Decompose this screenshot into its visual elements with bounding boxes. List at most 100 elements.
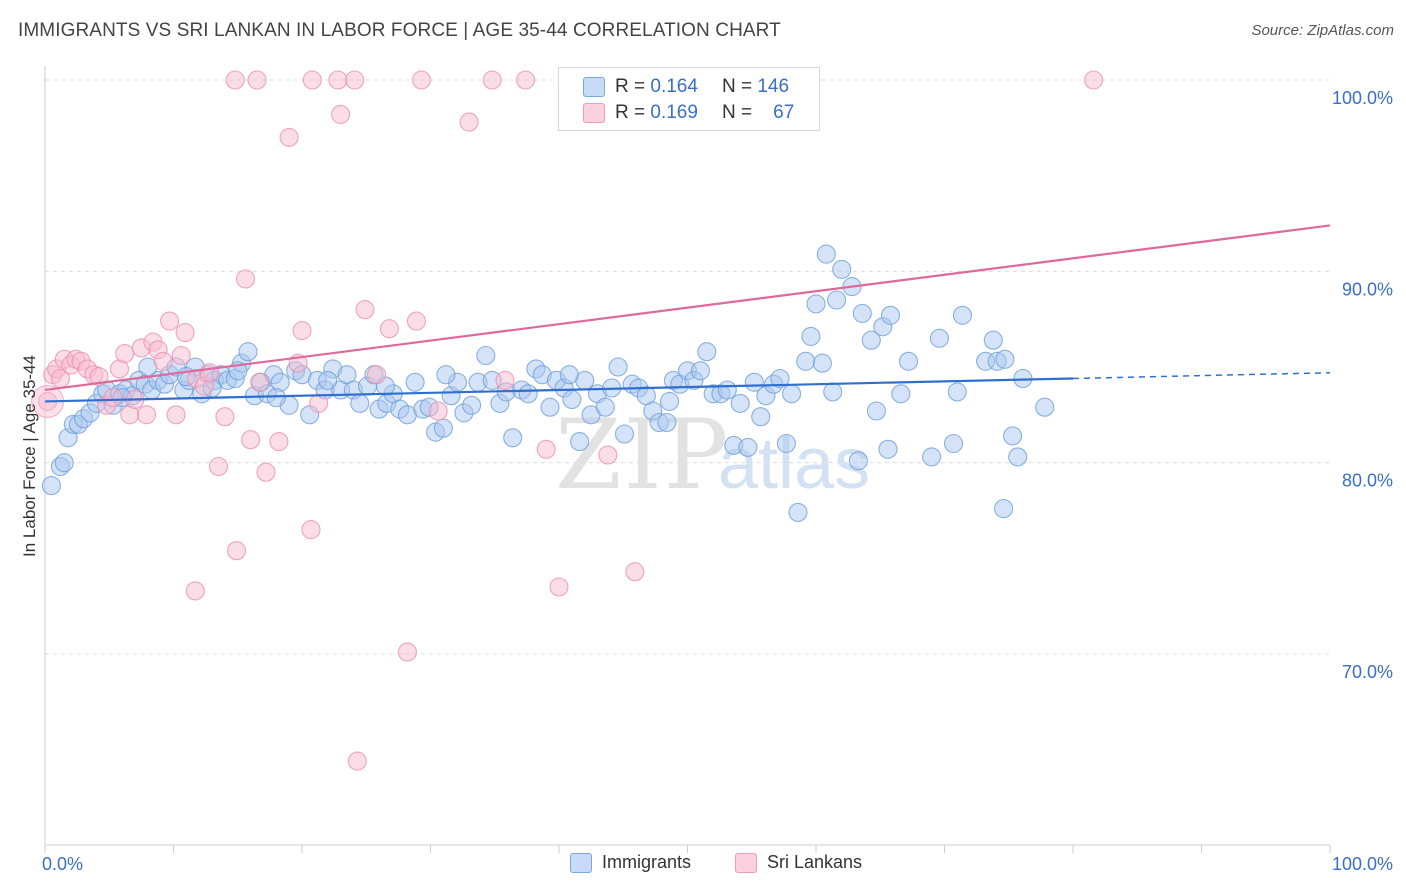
immigrants-point <box>350 393 370 413</box>
srilankans-point <box>459 112 479 132</box>
srilankans-point <box>347 751 367 771</box>
immigrants-swatch <box>583 77 605 97</box>
legend-row-immigrants: R = 0.164 N = 146 <box>583 75 789 99</box>
watermark: ZIP atlas <box>555 399 870 511</box>
chart-title: IMMIGRANTS VS SRI LANKAN IN LABOR FORCE … <box>18 20 781 41</box>
immigrants-point <box>659 391 680 411</box>
immigrants-point <box>266 388 286 408</box>
trend-lines <box>44 224 1331 403</box>
srilankans-point <box>292 321 312 341</box>
immigrants-point <box>952 305 973 325</box>
srilankans-point <box>166 405 186 425</box>
immigrants-point <box>922 447 942 467</box>
y-tick-label: 90.0% <box>1342 279 1393 299</box>
srilankans-point <box>345 70 365 90</box>
srilankans-point <box>309 393 329 413</box>
correlation-legend: R = 0.164 N = 146 R = 0.169 N = 67 <box>558 67 820 131</box>
srilankans-point <box>406 311 426 331</box>
srilankans-point <box>269 432 289 452</box>
immigrants-point <box>570 432 590 452</box>
immigrants-point <box>697 342 717 362</box>
srilankans-point <box>235 269 256 289</box>
immigrants-point <box>816 244 836 264</box>
srilankans-point <box>153 351 173 371</box>
immigrants-point <box>823 382 843 402</box>
immigrants-point <box>852 303 872 323</box>
immigrants-point <box>891 384 911 404</box>
immigrants-point <box>608 357 628 377</box>
legend-item-srilankans: Sri Lankans <box>735 852 862 873</box>
immigrants-point <box>595 397 615 417</box>
immigrants-point <box>614 424 635 444</box>
immigrants-point <box>1003 426 1023 446</box>
immigrants-point <box>929 328 949 348</box>
immigrants-point <box>995 349 1015 369</box>
srilankans-point <box>411 70 432 90</box>
immigrants-point <box>898 351 919 371</box>
srilankans-point <box>549 577 569 597</box>
legend-r-value: 0.164 <box>650 76 698 97</box>
srilankans-point <box>115 344 135 364</box>
watermark-atlas: atlas <box>718 424 870 504</box>
immigrants-point <box>861 330 881 350</box>
immigrants-point <box>518 384 538 404</box>
srilankans-point <box>185 581 205 601</box>
srilankans-point <box>302 70 322 90</box>
srilankans-point <box>199 363 220 383</box>
immigrants-point <box>866 401 886 421</box>
immigrants-point <box>436 365 456 385</box>
immigrants-point <box>770 368 790 389</box>
immigrants-point <box>238 342 258 362</box>
srilankans-point <box>379 319 399 339</box>
srilankans-point <box>171 345 191 366</box>
legend-r-value: 0.169 <box>650 102 698 123</box>
legend-row-srilankans: R = 0.169 N = 67 <box>583 101 794 125</box>
y-tick-label: 100.0% <box>1332 88 1393 108</box>
immigrants-point <box>405 372 425 392</box>
tick-labels: 70.0% 80.0% 90.0% 100.0% 0.0% 100.0% <box>42 88 1393 874</box>
srilankans-swatch <box>583 103 605 123</box>
immigrants-point <box>503 428 523 448</box>
srilankans-point <box>397 642 417 662</box>
series-legend: Immigrants Sri Lankans <box>0 852 1406 876</box>
source-label: Source: ZipAtlas.com <box>1251 22 1394 39</box>
srilankans-point <box>136 405 157 425</box>
immigrants-point <box>433 418 453 438</box>
srilankans-point <box>598 445 618 465</box>
immigrants-point <box>994 499 1014 519</box>
immigrants-trend-line <box>44 377 1074 403</box>
srilankans-point <box>250 372 270 392</box>
legend-item-label: Sri Lankans <box>767 852 863 872</box>
srilankans-point <box>226 541 247 561</box>
srilankans-point <box>1084 70 1104 90</box>
immigrants-point <box>812 353 832 373</box>
srilankans-point <box>536 439 556 459</box>
srilankans-point <box>625 562 645 582</box>
immigrants-legend-swatch <box>570 852 592 873</box>
srilankans-point <box>241 430 261 450</box>
srilankans-point <box>247 70 267 90</box>
y-tick-label: 80.0% <box>1342 471 1393 491</box>
legend-n-label: N = <box>721 76 753 97</box>
immigrants-point <box>776 433 796 454</box>
immigrants-point <box>717 380 737 400</box>
axes <box>44 66 1331 853</box>
srilankans-point <box>428 401 448 421</box>
legend-n-label: N = <box>721 102 753 123</box>
srilankans-point <box>175 323 195 343</box>
srilankans-point <box>256 462 276 482</box>
srilankans-point <box>301 520 321 540</box>
srilankans-point <box>516 70 536 90</box>
srilankans-point <box>366 365 387 385</box>
immigrants-point <box>848 451 868 471</box>
immigrants-trend-extension <box>1072 371 1331 380</box>
srilankans-legend-swatch <box>735 852 757 873</box>
srilankans-point <box>225 70 245 90</box>
immigrants-point <box>462 395 482 415</box>
srilankans-point <box>160 311 180 331</box>
immigrants-point <box>562 389 582 410</box>
immigrants-point <box>744 372 764 392</box>
x-tick-label: 100.0% <box>1332 854 1393 874</box>
srilankans-point <box>328 70 348 90</box>
